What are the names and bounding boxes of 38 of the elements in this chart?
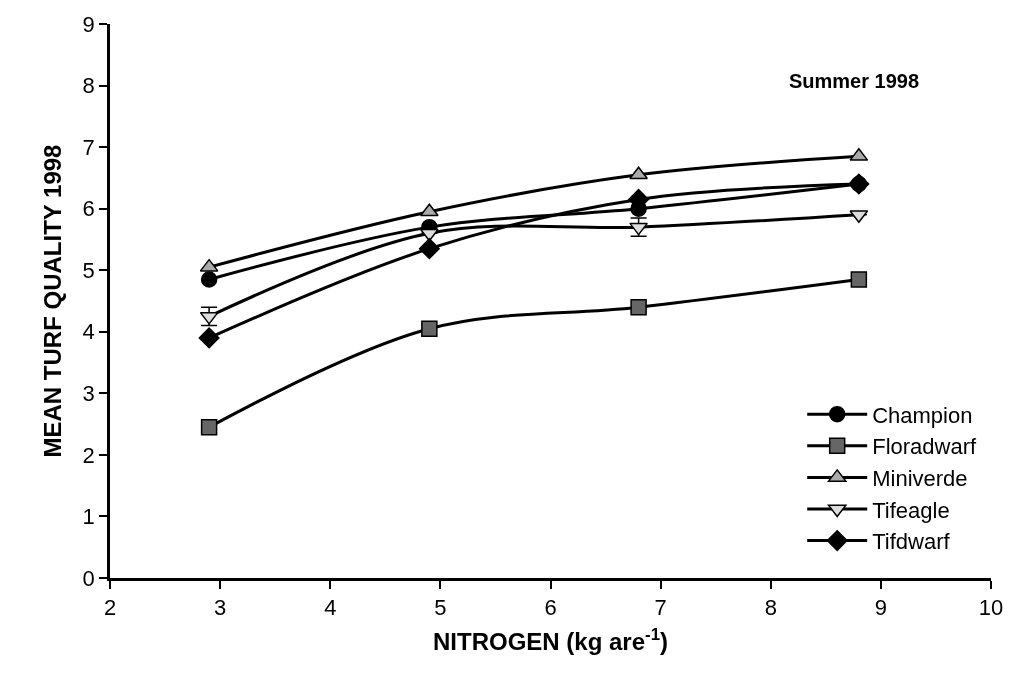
- y-tick-label: 8: [82, 73, 95, 99]
- y-axis-title: MEAN TURF QUALITY 1998: [38, 144, 66, 458]
- legend-label: Tifdwarf: [872, 529, 951, 555]
- x-tick-label: 3: [214, 595, 227, 621]
- y-tick-label: 3: [82, 381, 95, 407]
- point: [198, 327, 220, 349]
- y-tick-label: 6: [82, 196, 95, 222]
- y-tick-label: 9: [82, 11, 95, 37]
- legend-label: Champion: [872, 402, 973, 428]
- point: [418, 238, 440, 260]
- y-tick-label: 7: [82, 134, 95, 160]
- legend-label: Floradwarf: [872, 434, 977, 460]
- y-tick-label: 0: [82, 565, 95, 591]
- x-tick-label: 10: [978, 595, 1004, 621]
- x-tick-label: 6: [544, 595, 557, 621]
- point: [200, 418, 218, 436]
- y-tick-label: 5: [82, 257, 95, 283]
- point: [200, 271, 218, 288]
- point: [850, 271, 868, 288]
- y-tick-label: 1: [82, 504, 95, 530]
- point: [421, 320, 438, 337]
- x-tick-label: 9: [874, 595, 888, 621]
- y-tick-label: 4: [82, 319, 95, 345]
- x-tick-label: 7: [654, 595, 667, 621]
- point: [629, 166, 649, 180]
- x-tick-label: 5: [434, 595, 447, 621]
- x-tick-label: 4: [324, 595, 337, 621]
- y-tick-label: 2: [82, 442, 95, 468]
- point: [199, 311, 219, 325]
- annotation: Summer 1998: [789, 70, 920, 92]
- x-axis-title: NITROGEN (kg are$^{-1}$): [433, 625, 668, 656]
- point: [419, 203, 439, 217]
- legend-label: Tifeagle: [872, 497, 950, 523]
- x-tick-label: 8: [764, 595, 777, 621]
- x-tick-label: 2: [103, 595, 117, 621]
- legend-label: Miniverde: [872, 465, 968, 491]
- point: [630, 298, 647, 316]
- point: [199, 258, 219, 272]
